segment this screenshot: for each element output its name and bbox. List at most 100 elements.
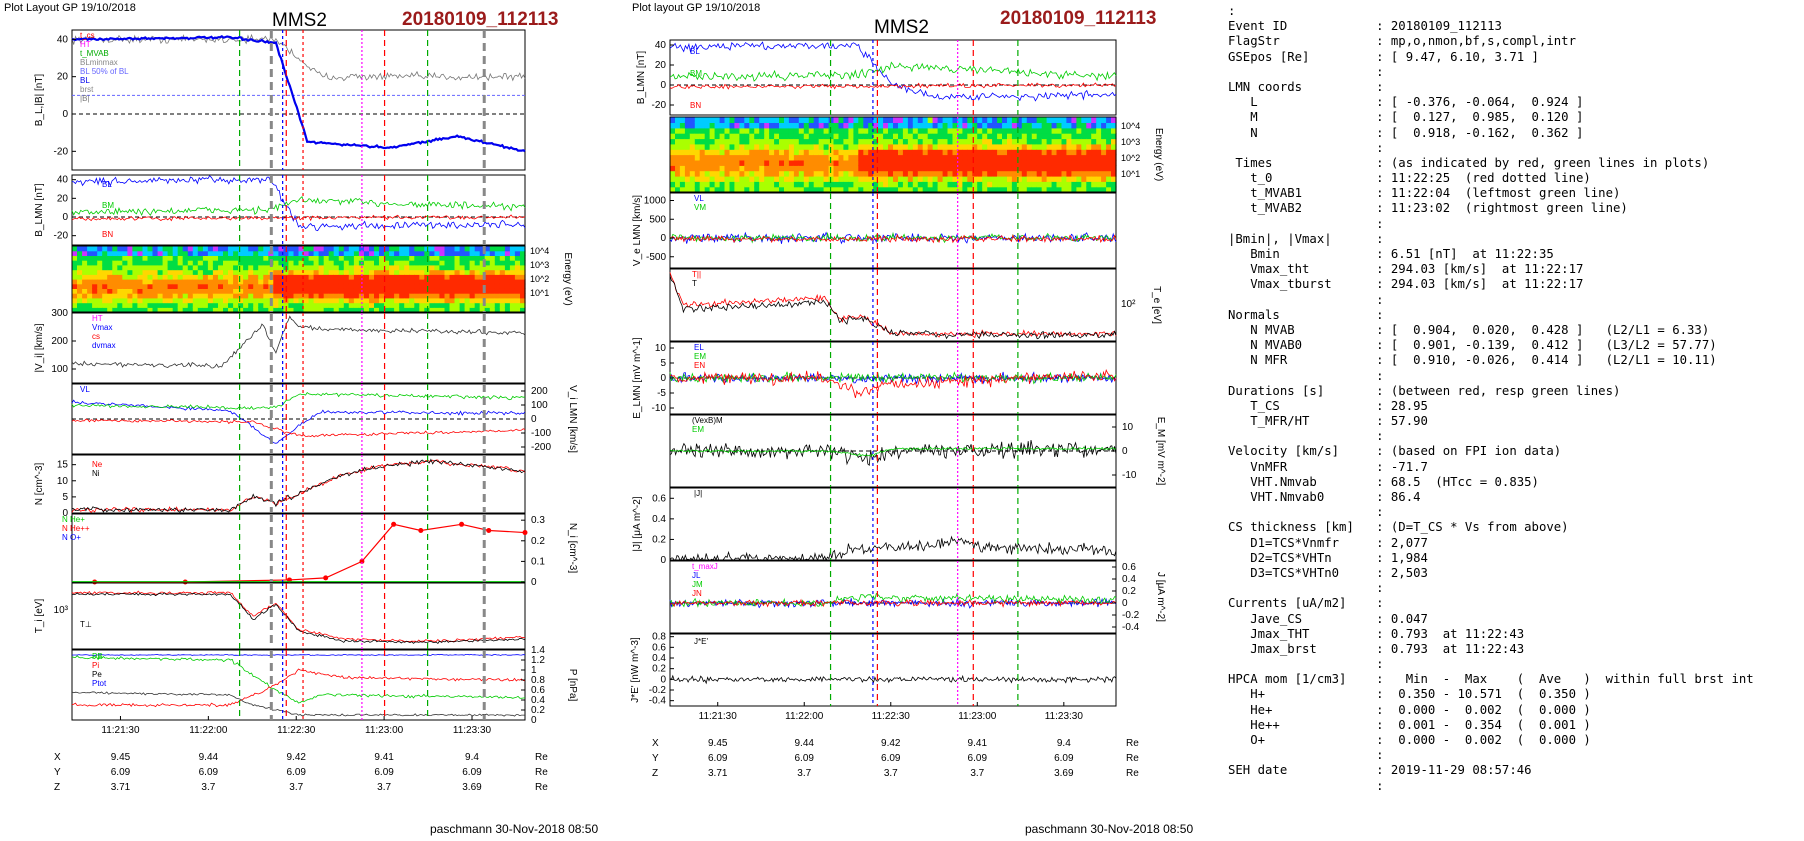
spectrogram-cell bbox=[818, 170, 825, 177]
spectrogram-cell bbox=[828, 127, 835, 134]
spectrogram-cell bbox=[283, 293, 289, 299]
legend-entry: brst bbox=[80, 85, 94, 94]
spectrogram-cell bbox=[167, 274, 174, 280]
spectrogram-cell bbox=[1096, 154, 1102, 161]
spectrogram-cell bbox=[97, 302, 103, 308]
spectrogram-cell bbox=[1036, 181, 1043, 188]
tick-label: 40 bbox=[655, 40, 667, 51]
spectrogram-cell bbox=[288, 283, 294, 289]
spectrogram-cell bbox=[833, 117, 840, 123]
spectrogram-cell bbox=[729, 181, 736, 188]
spectrogram-cell bbox=[459, 283, 466, 289]
spectrogram-cell bbox=[1007, 143, 1013, 150]
spectrogram-cell bbox=[704, 149, 711, 156]
spectrogram-cell bbox=[409, 302, 415, 308]
spectrogram-cell bbox=[1021, 165, 1028, 172]
spectrogram-cell bbox=[379, 279, 385, 285]
spectrogram-cell bbox=[82, 288, 88, 294]
spectrogram-cell bbox=[1071, 117, 1077, 123]
spectrogram-cell bbox=[298, 307, 305, 313]
spectrogram-cell bbox=[888, 127, 894, 134]
spectrogram-cell bbox=[843, 127, 849, 134]
spectrogram-cell bbox=[942, 122, 949, 129]
spectrogram-cell bbox=[253, 307, 259, 313]
spectrogram-cell bbox=[932, 117, 939, 123]
spectrogram-cell bbox=[1071, 133, 1077, 140]
spectrogram-cell bbox=[868, 175, 874, 182]
spectrogram-cell bbox=[384, 302, 390, 308]
spectrogram-cell bbox=[459, 307, 466, 313]
spectrogram-cell bbox=[670, 181, 676, 188]
spectrogram-cell bbox=[689, 143, 696, 150]
spectrogram-cell bbox=[218, 279, 224, 285]
spectrogram-cell bbox=[699, 186, 706, 193]
spectrogram-cell bbox=[353, 260, 360, 266]
spectrogram-cell bbox=[898, 149, 904, 156]
spectrogram-cell bbox=[152, 255, 159, 261]
info-key: |Bmin|, |Vmax| bbox=[1228, 231, 1377, 246]
spectrogram-cell bbox=[1096, 138, 1102, 145]
spectrogram-cell bbox=[509, 264, 516, 271]
spectrogram-cell bbox=[192, 297, 199, 304]
spectrogram-cell bbox=[719, 143, 726, 150]
spectrogram-cell bbox=[823, 181, 830, 188]
spectrogram-cell bbox=[898, 170, 904, 177]
info-key bbox=[1228, 293, 1376, 307]
spectrogram-cell bbox=[363, 269, 370, 275]
spectrogram-cell bbox=[1111, 154, 1117, 161]
spectrogram-cell bbox=[439, 250, 445, 256]
spectrogram-cell bbox=[278, 250, 284, 256]
spectrogram-cell bbox=[142, 293, 149, 299]
spectrogram-cell bbox=[434, 288, 440, 294]
spectrogram-cell bbox=[833, 181, 840, 188]
spectrogram-cell bbox=[1071, 159, 1077, 166]
spectrogram-cell bbox=[182, 297, 189, 304]
spectrogram-cell bbox=[399, 279, 405, 285]
spectrogram-cell bbox=[434, 302, 440, 308]
spectrogram-cell bbox=[102, 302, 108, 308]
spectrogram-cell bbox=[1041, 138, 1048, 145]
spectrogram-cell bbox=[172, 302, 179, 308]
spectrogram-cell bbox=[823, 127, 830, 134]
spectrogram-cell bbox=[303, 293, 310, 299]
spectrogram-cell bbox=[92, 279, 98, 285]
spectrogram-cell bbox=[1086, 149, 1092, 156]
spectrogram-cell bbox=[808, 143, 815, 150]
spectrogram-cell bbox=[997, 133, 1003, 140]
axis-label: N [cm^-3] bbox=[34, 463, 45, 506]
info-key: T_MFR/HT bbox=[1228, 414, 1377, 429]
spectrogram-cell bbox=[684, 159, 691, 166]
spectrogram-cell bbox=[798, 154, 805, 161]
spectrogram-cell bbox=[369, 246, 375, 252]
spectrogram-cell bbox=[808, 149, 815, 156]
spectrogram-cell bbox=[509, 279, 516, 285]
spectrogram-cell bbox=[87, 269, 93, 275]
spectrogram-cell bbox=[162, 297, 169, 304]
spectrogram-cell bbox=[1101, 122, 1107, 129]
spectrogram-cell bbox=[759, 133, 765, 140]
legend-entry: EL bbox=[694, 343, 704, 352]
spectrogram-cell bbox=[459, 302, 466, 308]
info-key: N MFR bbox=[1228, 353, 1377, 368]
spectrogram-cell bbox=[404, 307, 410, 313]
spectrogram-cell bbox=[937, 122, 944, 129]
spectrogram-cell bbox=[92, 274, 98, 280]
spectrogram-cell bbox=[318, 297, 325, 304]
spectrogram-cell bbox=[684, 138, 691, 145]
spectrogram-cell bbox=[818, 117, 825, 123]
spectrogram-cell bbox=[348, 274, 355, 280]
legend-entry: |J| bbox=[694, 489, 702, 498]
spectrogram-cell bbox=[863, 149, 869, 156]
spectrogram-cell bbox=[962, 117, 968, 123]
spectrogram-cell bbox=[494, 279, 501, 285]
spectrogram-cell bbox=[1016, 133, 1023, 140]
spectrogram-cell bbox=[1026, 138, 1033, 145]
spectrogram-cell bbox=[907, 170, 914, 177]
spectrogram-cell bbox=[927, 138, 934, 145]
spectrogram-cell bbox=[1071, 170, 1077, 177]
spectrogram-cell bbox=[464, 250, 471, 256]
info-key: Durations [s] bbox=[1228, 383, 1377, 398]
spectrogram-cell bbox=[363, 288, 370, 294]
spectrogram-cell bbox=[102, 297, 108, 304]
spectrogram-cell bbox=[679, 117, 686, 123]
